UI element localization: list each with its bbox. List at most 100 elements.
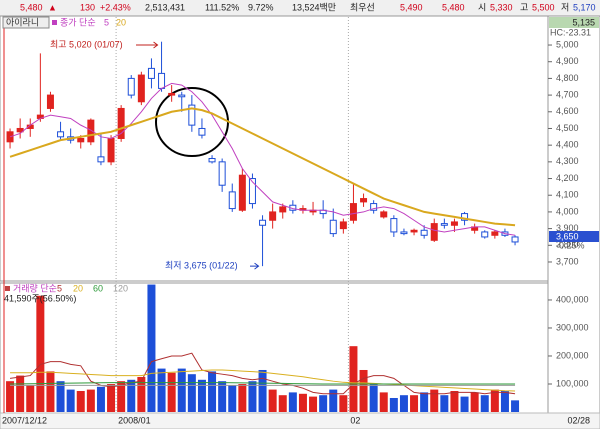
header-item: 2,513,431 [145,2,185,12]
x-tick-label: 2007/12/12 [2,415,47,425]
candle-body [329,219,337,235]
y-tick-label: 4,500 [556,123,579,133]
change-label: -0.25% [556,240,585,250]
volume-bar [187,374,196,412]
legend-entry: 5 [57,283,62,293]
y-tick-label: 4,300 [556,156,579,166]
volume-bar [460,396,469,412]
volume-bar [96,386,105,412]
volume-bar [228,385,237,412]
candle-body [158,72,166,89]
candle-body [370,203,378,211]
candle-body [481,231,489,238]
y-tick-label: 4,000 [556,206,579,216]
volume-bar [490,389,499,412]
candle-body [16,127,24,133]
candle-body [279,206,287,213]
volume-bar [399,395,408,412]
header-item: 5,480 [20,2,43,12]
top-price: 5,135 [572,17,595,27]
header-item: 13,524백만 [292,2,336,12]
y-tick-label: 4,700 [556,89,579,99]
volume-bar [379,392,388,412]
candle-body [339,221,347,230]
candle-body [491,231,499,236]
volume-bar [339,395,348,412]
y-tick-label: 4,600 [556,106,579,116]
volume-bar [389,397,398,412]
x-end-label: 02/28 [567,415,590,425]
candle-body [349,203,357,221]
header-item: 5,500 [532,2,555,12]
legend-entry: 120 [113,283,128,293]
y-tick-label: 5,000 [556,39,579,49]
volume-bar [167,372,176,412]
candle-body [461,213,469,221]
volume-bar [288,392,297,412]
volume-bar [137,376,146,412]
header-item: 5,490 [400,2,423,12]
candle-body [188,104,196,126]
item-label: 아이라니 [6,17,39,27]
volume-bar [309,396,318,412]
low-arrow [250,262,260,270]
volume-bar [410,395,419,412]
volume-bar [36,295,45,412]
volume-bar [298,393,307,412]
candle-body [390,218,398,233]
volume-bar [107,383,116,412]
legend-entry: 20 [73,283,83,293]
y-tick-label: 4,400 [556,140,579,150]
volume-bar [86,389,95,412]
candle-body [218,161,226,186]
legend-box [2,16,50,29]
y-tick-label: 200,000 [556,350,589,360]
volume-bar [420,392,429,412]
volume-bar [56,381,65,412]
y-tick-label: 3,700 [556,256,579,266]
y-tick-label: 3,800 [556,240,579,250]
candle-body [440,223,448,226]
candle-body [87,119,95,143]
header-item: 고 [520,2,528,12]
price-panel [0,15,549,282]
volume-bar [268,389,277,412]
volume-label: 41,590주(56.50%) [4,293,76,303]
y-tick-label: 400,000 [556,294,589,304]
header-item: 130 [80,2,95,12]
volume-bar [16,375,25,412]
header-item: ▲ [48,2,57,12]
volume-bar [440,395,449,412]
legend-entry: 20 [116,17,126,27]
volume-bar [6,381,15,412]
volume-bar [218,381,227,412]
candle-body [97,156,105,163]
volume-bar [349,346,358,412]
volume-ma-line [10,369,516,392]
candle-body [380,211,388,218]
legend-swatch [52,20,57,25]
candle-body [77,137,85,143]
candle-body [117,107,125,139]
y-tick-label: 3,900 [556,223,579,233]
header-bar [0,0,600,16]
header-item: 5,170 [573,2,596,12]
y-tick-label: 4,200 [556,173,579,183]
date-bar [0,412,600,429]
candle-body [107,137,115,163]
volume-bar [278,395,287,412]
candle-body [400,231,408,235]
volume-ma-line [10,382,516,385]
candle-body [137,74,145,103]
hc-label: HC:-23.31 [550,27,591,37]
volume-bar [480,395,489,412]
candle-body [178,94,186,98]
volume-bar [76,390,85,412]
y-tick-label: 4,900 [556,56,579,66]
top-price-box [549,17,599,28]
legend-swatch [5,286,10,291]
candle-body [208,158,216,163]
header-item: 시 [478,2,486,12]
candle-body [259,219,267,226]
